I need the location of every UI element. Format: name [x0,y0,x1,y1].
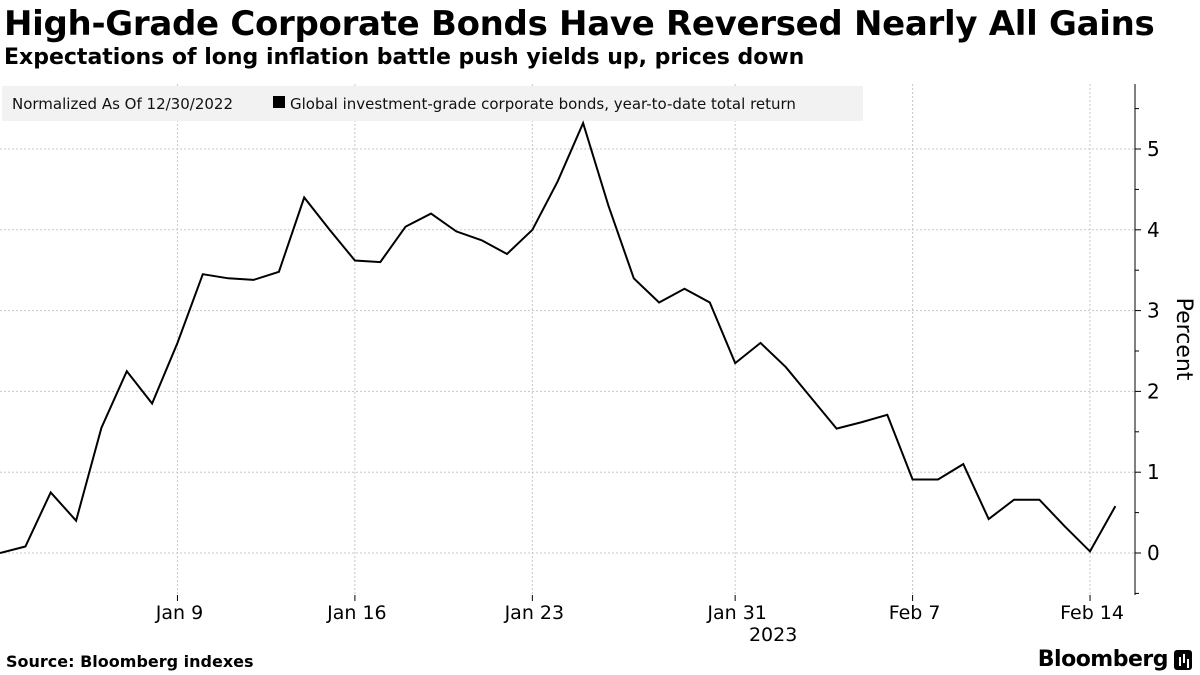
x-tick-label: Jan 23 [504,602,565,624]
chart-subtitle: Expectations of long inflation battle pu… [4,45,805,70]
grid-layer [0,84,1135,595]
x-tick-label: Jan 16 [326,602,387,624]
axis-layer: 0 1 2 3 4 5 Jan 9 Jan 16 Jan 23 Jan 31 Feb 7 Feb 14… [155,84,1160,646]
legend-background [2,86,863,121]
bloomberg-logo: Bloomberg [1037,647,1169,672]
y-tick-label: 0 [1147,541,1160,565]
y-axis-label: Percent [1171,298,1196,381]
x-tick-label: Jan 9 [155,602,203,624]
series-line [0,120,1117,554]
x-tick-label: Jan 31 [706,602,767,624]
y-tick-label: 2 [1147,379,1160,403]
y-tick-label: 3 [1147,299,1160,323]
series-layer [0,120,1117,554]
y-tick-label: 1 [1147,460,1160,484]
chart-title: High-Grade Corporate Bonds Have Reversed… [4,4,1155,44]
y-tick-label: 5 [1147,137,1160,161]
bloomberg-terminal-icon [1174,650,1192,670]
legend-swatch [273,96,285,108]
x-year-label: 2023 [749,624,797,646]
legend: Normalized As Of 12/30/2022 Global inves… [2,86,863,121]
x-tick-label: Feb 14 [1060,602,1124,624]
source-note: Source: Bloomberg indexes [6,652,254,671]
legend-normalized-label: Normalized As Of 12/30/2022 [12,95,233,113]
y-tick-label: 4 [1147,218,1160,242]
x-tick-label: Feb 7 [889,602,941,624]
legend-series-label: Global investment-grade corporate bonds,… [290,95,796,113]
